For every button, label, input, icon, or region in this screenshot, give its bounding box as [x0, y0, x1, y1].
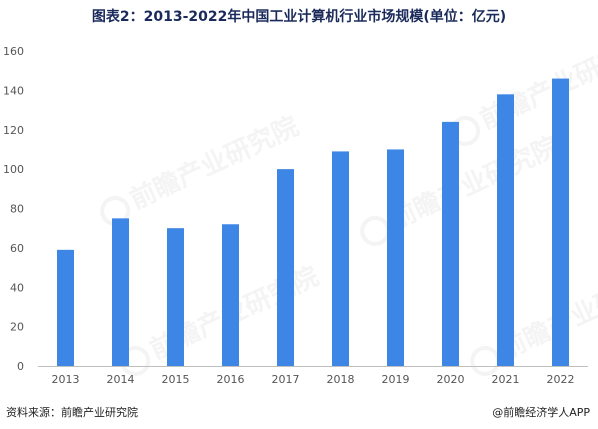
- x-tick-label: 2020: [437, 373, 465, 386]
- x-tick-label: 2016: [217, 373, 245, 386]
- bar-2014: [112, 218, 129, 366]
- bar-2022: [552, 78, 569, 366]
- bar-2018: [332, 151, 349, 366]
- y-axis: 0 20 40 60 80 100 120 140 160: [3, 45, 24, 373]
- x-tick-label: 2014: [107, 373, 135, 386]
- x-tick-label: 2013: [52, 373, 80, 386]
- x-tick-label: 2018: [327, 373, 355, 386]
- y-tick-label: 120: [3, 124, 24, 137]
- bar-2020: [442, 121, 459, 366]
- bars: [57, 78, 569, 366]
- bar-2021: [497, 94, 514, 366]
- y-tick-label: 100: [3, 163, 24, 176]
- y-tick-label: 160: [3, 45, 24, 58]
- x-tick-label: 2017: [272, 373, 300, 386]
- x-axis: 2013 2014 2015 2016 2017 2018 2019 2020 2021 2022: [52, 373, 575, 386]
- x-tick-label: 2021: [492, 373, 520, 386]
- y-tick-label: 140: [3, 84, 24, 97]
- bar-2016: [222, 224, 239, 366]
- x-tick-label: 2022: [547, 373, 575, 386]
- bar-2019: [387, 149, 404, 366]
- bar-2015: [167, 228, 184, 366]
- bar-2013: [57, 249, 74, 366]
- y-tick-label: 20: [10, 321, 24, 334]
- source-note: 资料来源：前瞻产业研究院: [6, 406, 138, 419]
- y-tick-label: 60: [10, 242, 24, 255]
- x-tick-label: 2019: [382, 373, 410, 386]
- brand-credit: @前瞻经济学人APP: [492, 406, 590, 419]
- chart-title: 图表2：2013-2022年中国工业计算机行业市场规模(单位：亿元): [91, 9, 507, 25]
- x-tick-label: 2015: [162, 373, 190, 386]
- bar-2017: [277, 169, 294, 366]
- y-tick-label: 0: [17, 360, 24, 373]
- y-tick-label: 40: [10, 281, 24, 294]
- y-tick-label: 80: [10, 203, 24, 216]
